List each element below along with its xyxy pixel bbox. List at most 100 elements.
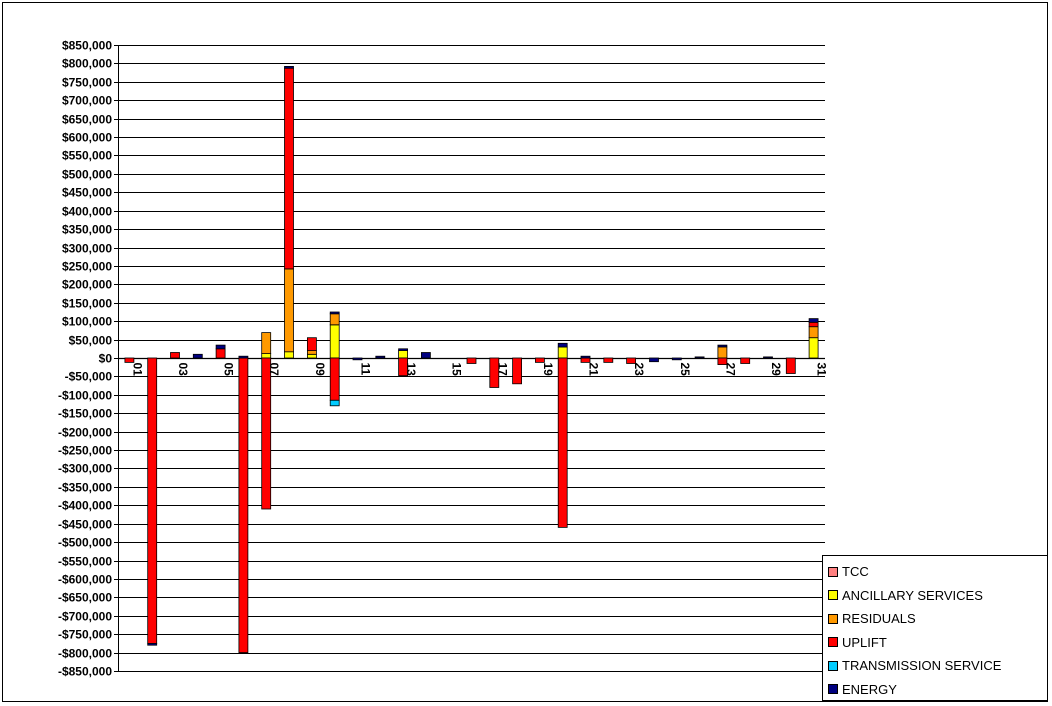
bar-segment: [694, 356, 705, 359]
y-tick-label: $450,000: [62, 186, 112, 200]
y-tick-label: -$800,000: [58, 647, 112, 661]
y-tick-label: $850,000: [62, 39, 112, 53]
y-tick-label: -$500,000: [58, 536, 112, 550]
x-tick-label: 23: [632, 363, 646, 377]
bar-segment: [785, 357, 796, 374]
x-tick-label: 07: [267, 363, 281, 377]
bar-segment: [557, 342, 568, 348]
gridlines: [118, 45, 825, 672]
y-tick-label: -$50,000: [65, 370, 113, 384]
legend-item-tcc: TCC: [828, 560, 1047, 584]
bar-segment: [261, 332, 272, 355]
bar-segment: [329, 313, 340, 326]
bar-segment: [740, 357, 751, 364]
bar-segment: [398, 357, 409, 377]
y-tick-label: -$300,000: [58, 462, 112, 476]
y-tick-label: $350,000: [62, 223, 112, 237]
bar-segment: [420, 352, 431, 359]
y-tick-label: $500,000: [62, 168, 112, 182]
bar-segment: [352, 357, 363, 361]
y-tick-label: -$100,000: [58, 389, 112, 403]
x-tick-label: 19: [541, 363, 555, 377]
y-tick-label: $250,000: [62, 260, 112, 274]
legend-swatch-ancillary-services: [828, 590, 838, 601]
bar-segment: [215, 344, 226, 350]
y-tick-label: $150,000: [62, 297, 112, 311]
y-tick-label: $300,000: [62, 242, 112, 256]
y-tick-label: -$650,000: [58, 591, 112, 605]
bar-segment: [466, 357, 477, 364]
bar-segment: [306, 337, 317, 352]
bar-segment: [284, 268, 294, 353]
bar-segment: [306, 350, 317, 355]
y-tick-label: -$750,000: [58, 628, 112, 642]
bar-segment: [557, 357, 568, 528]
bar-segment: [808, 326, 819, 339]
bar-segment: [170, 352, 180, 359]
bar-segment: [284, 66, 294, 69]
legend-label: ANCILLARY SERVICES: [842, 587, 983, 603]
bar-segment: [671, 357, 682, 361]
bar-segment: [329, 324, 340, 359]
bar-segment: [808, 318, 819, 323]
bar-segment: [512, 357, 522, 385]
legend-swatch-residuals: [828, 613, 838, 624]
x-tick-label: 31: [815, 363, 829, 377]
x-tick-label: 21: [587, 363, 601, 377]
x-tick-label: 11: [359, 363, 373, 376]
bar-segment: [192, 353, 203, 359]
x-tick-label: 17: [495, 363, 509, 377]
legend-swatch-uplift: [828, 637, 838, 648]
legend-label: UPLIFT: [842, 634, 887, 650]
legend-label: RESIDUALS: [842, 611, 916, 627]
bar-segment: [580, 355, 591, 359]
x-tick-label: 09: [313, 363, 327, 377]
x-tick-label: 01: [130, 363, 144, 377]
bar-segment: [238, 355, 249, 359]
legend-item-transmission-service: TRANSMISSION SERVICE: [828, 654, 1047, 678]
bar-segment: [329, 357, 340, 401]
bar-segment: [808, 321, 819, 328]
legend-label: TCC: [842, 564, 869, 580]
y-tick-label: -$550,000: [58, 555, 112, 569]
bar-segment: [557, 346, 568, 359]
bar-segment: [603, 357, 614, 363]
y-tick-label: $650,000: [62, 113, 112, 127]
bar-segment: [649, 357, 659, 363]
chart-legend: TCC ANCILLARY SERVICES RESIDUALS UPLIFT …: [822, 555, 1048, 701]
bar-segment: [284, 351, 294, 359]
bar-segment: [717, 344, 728, 348]
y-tick-label: -$250,000: [58, 444, 112, 458]
y-tick-label: -$400,000: [58, 499, 112, 513]
bar-segment: [124, 357, 135, 363]
y-tick-label: $600,000: [62, 131, 112, 145]
bar-segment: [398, 350, 409, 359]
y-tick-label: $100,000: [62, 315, 112, 329]
bar-segment: [535, 357, 545, 363]
x-tick-label: 27: [723, 363, 737, 377]
bar-segment: [147, 357, 158, 644]
bar-segment: [306, 353, 317, 359]
legend-item-ancillary-services: ANCILLARY SERVICES: [828, 584, 1047, 608]
y-tick-label: -$350,000: [58, 481, 112, 495]
legend-item-energy: ENERGY: [828, 678, 1047, 702]
legend-swatch-transmission-service: [828, 660, 838, 671]
legend-swatch-tcc: [828, 566, 838, 577]
bar-segment: [238, 357, 249, 654]
legend-item-uplift: UPLIFT: [828, 631, 1047, 655]
y-tick-label: -$200,000: [58, 426, 112, 440]
legend-label: TRANSMISSION SERVICE: [842, 658, 1002, 674]
bar-segment: [808, 337, 819, 359]
bar-segment: [489, 357, 500, 388]
y-tick-label: $700,000: [62, 94, 112, 108]
y-tick-label: -$700,000: [58, 610, 112, 624]
bar-segment: [717, 346, 728, 359]
bar-segment: [329, 399, 340, 407]
y-tick-label: $750,000: [62, 76, 112, 90]
bar-segment: [329, 311, 340, 315]
y-tick-label: -$600,000: [58, 573, 112, 587]
legend-label: ENERGY: [842, 681, 897, 697]
bar-segment: [626, 357, 636, 364]
x-tick-label: 25: [678, 363, 692, 377]
